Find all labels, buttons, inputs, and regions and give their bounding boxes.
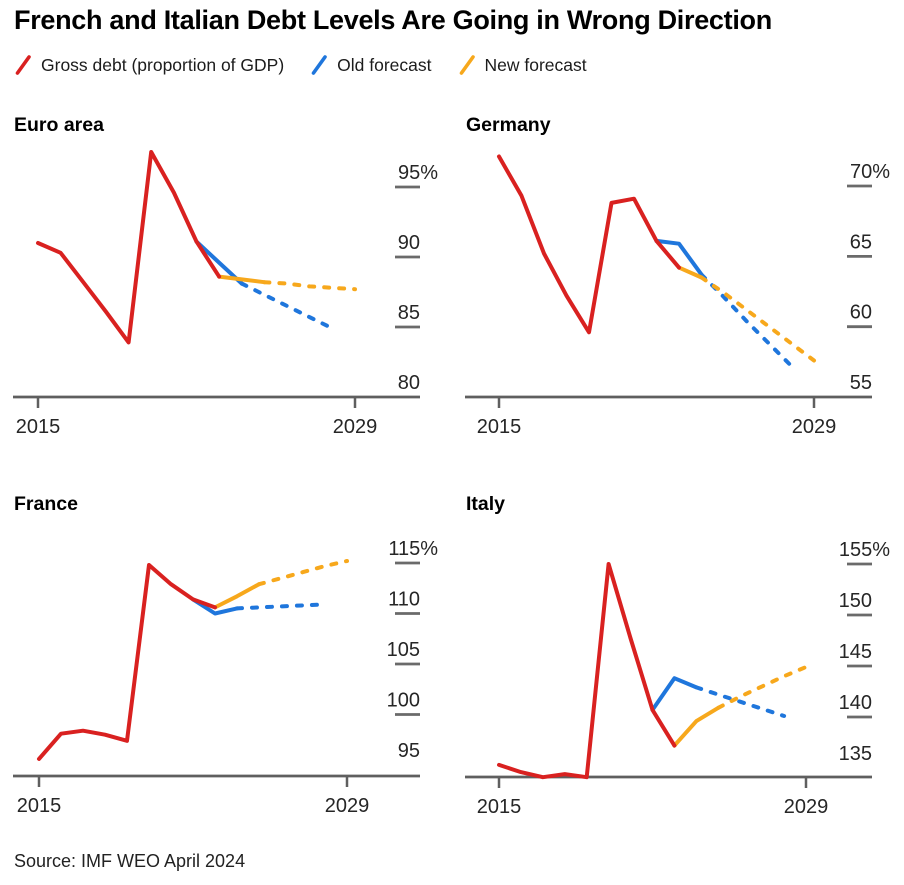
figure-title: French and Italian Debt Levels Are Going…	[14, 5, 772, 35]
euro-area-old-forecast-projection-line	[239, 281, 335, 331]
panel-germany: Germany 70% 65 60 55 2015 2029	[465, 114, 890, 438]
legend-item-label: New forecast	[484, 54, 587, 75]
legend-item-label: Old forecast	[337, 54, 432, 75]
x-tick-label-2029: 2029	[784, 796, 829, 818]
y-tick-label-115: 115%	[388, 538, 438, 560]
x-tick-label-2015: 2015	[477, 416, 522, 438]
y-tick-label-155: 155%	[839, 539, 890, 561]
panel-title-germany: Germany	[466, 114, 551, 136]
euro-area-new-forecast-projection-line	[262, 280, 357, 292]
germany-new-forecast-projection-line	[699, 275, 816, 363]
legend-slash-icon	[459, 55, 475, 75]
x-tick-label-2015: 2015	[17, 795, 62, 817]
y-tick-label-150: 150	[839, 590, 872, 612]
germany-old-forecast-solid-line	[654, 238, 704, 277]
panel-france: France 115% 110 105 100 95 2015 2029	[13, 493, 438, 817]
euro-area-new-forecast-solid-line	[217, 274, 267, 285]
legend-item-gross-debt-proportion-of-gdp: Gross debt (proportion of GDP)	[14, 53, 284, 77]
y-tick-label-80: 80	[398, 372, 420, 394]
y-tick-label-70: 70%	[850, 161, 890, 183]
euro-area-gross-debt-line	[36, 150, 222, 345]
legend-item-old-forecast: Old forecast	[310, 53, 432, 77]
germany-gross-debt-line	[497, 154, 681, 335]
legend: Gross debt (proportion of GDP) Old foreca…	[14, 53, 587, 77]
y-tick-label-95: 95	[398, 740, 420, 762]
y-tick-label-55: 55	[850, 372, 872, 394]
x-tick-label-2029: 2029	[325, 795, 370, 817]
legend-item-new-forecast: New forecast	[458, 53, 587, 77]
italy-new-forecast-solid-line	[672, 705, 721, 748]
italy-new-forecast-projection-line	[716, 665, 808, 710]
y-tick-label-135: 135	[839, 743, 872, 765]
panel-title-euro-area: Euro area	[14, 114, 104, 136]
y-tick-label-110: 110	[388, 589, 420, 611]
legend-item-label: Gross debt (proportion of GDP)	[41, 54, 285, 75]
x-tick-label-2029: 2029	[333, 416, 378, 438]
y-tick-label-100: 100	[387, 690, 420, 712]
y-tick-label-60: 60	[850, 302, 872, 324]
source-note: Source: IMF WEO April 2024	[14, 851, 246, 871]
y-tick-label-90: 90	[398, 232, 420, 254]
france-new-forecast-solid-line	[213, 582, 261, 610]
x-tick-label-2029: 2029	[792, 416, 837, 438]
france-gross-debt-line	[37, 563, 217, 761]
y-tick-label-85: 85	[398, 302, 420, 324]
x-tick-label-2015: 2015	[16, 416, 61, 438]
y-tick-label-65: 65	[850, 231, 872, 253]
italy-old-forecast-solid-line	[650, 676, 699, 712]
italy-old-forecast-projection-line	[694, 685, 787, 718]
y-tick-label-140: 140	[839, 692, 872, 714]
legend-slash-icon	[311, 55, 327, 75]
panel-italy: Italy 155% 150 145 140 135 2015 2029	[465, 493, 890, 818]
y-tick-label-105: 105	[387, 639, 420, 661]
x-tick-label-2015: 2015	[477, 796, 522, 818]
germany-new-forecast-solid-line	[677, 265, 704, 280]
panel-title-france: France	[14, 493, 78, 515]
panel-title-italy: Italy	[466, 493, 505, 515]
y-tick-label-145: 145	[839, 641, 872, 663]
panel-euro-area: Euro area 95% 90 85 80 2015 2029	[13, 114, 438, 438]
italy-gross-debt-line	[497, 562, 677, 780]
france-new-forecast-projection-line	[257, 559, 349, 587]
legend-slash-icon	[15, 55, 31, 75]
y-tick-label-95: 95%	[398, 162, 438, 184]
france-old-forecast-projection-line	[235, 602, 327, 611]
